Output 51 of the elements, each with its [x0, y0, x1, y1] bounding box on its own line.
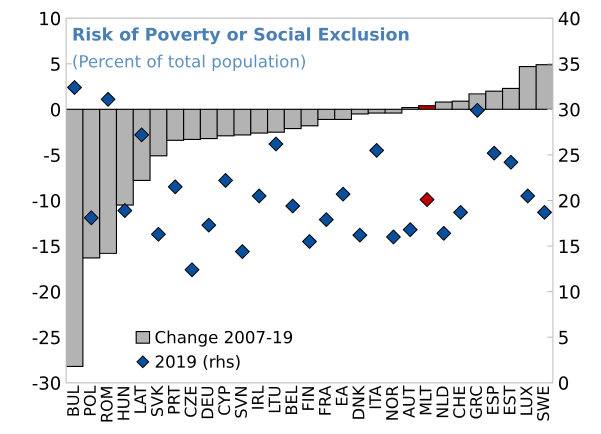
x-tick-label: BUL	[67, 386, 80, 416]
x-tick-label: ITA	[369, 386, 382, 408]
legend-label: Change 2007-19	[155, 330, 292, 347]
x-tick-label: CYP	[218, 386, 230, 415]
y2-tick-label: 20	[559, 194, 580, 208]
y2-tick-label: 35	[559, 57, 580, 71]
y2-tick-label: 40	[558, 12, 580, 26]
x-tick-label: HUN	[118, 387, 130, 420]
y-tick-label: -15	[32, 240, 60, 254]
y2-tick-label: 25	[559, 148, 580, 162]
y-tick-label: -10	[32, 194, 60, 208]
x-tick-label: ROM	[100, 387, 113, 422]
x-tick-label: NOR	[386, 386, 398, 420]
x-tick-label: IRL	[252, 386, 264, 409]
x-tick-label: SWE	[537, 386, 550, 421]
y-tick-label: -5	[44, 148, 60, 162]
y-tick-label: -30	[32, 376, 60, 390]
x-tick-label: AUT	[402, 386, 415, 418]
x-tick-label: PRT	[168, 386, 180, 414]
x-tick-label: DEU	[202, 386, 214, 418]
x-tick-label: SVK	[150, 385, 164, 416]
x-tick-label: ESP	[486, 386, 499, 414]
x-tick-label: GRC	[470, 386, 482, 418]
x-tick-label: MLT	[420, 386, 432, 414]
text: (Percent of total population)	[73, 54, 305, 71]
y2-tick-label: 15	[560, 240, 580, 254]
y-tick-label: 5	[51, 57, 60, 71]
y-tick-label: -25	[32, 330, 60, 344]
legend-label: 2019 (rhs)	[156, 354, 240, 370]
x-tick-label: SVN	[234, 387, 248, 418]
y2-tick-label: 30	[559, 102, 580, 116]
x-tick-label: CZE	[184, 386, 197, 417]
x-tick-label: FIN	[302, 387, 314, 410]
y-tick-label: 10	[40, 12, 60, 26]
x-tick-label: POL	[84, 386, 96, 416]
x-tick-label: EST	[504, 386, 516, 414]
x-tick-label: CHE	[453, 386, 466, 418]
x-tick-label: EA	[336, 386, 348, 406]
y2-tick-label: 0	[558, 376, 568, 390]
y-tick-label: 0	[50, 102, 60, 116]
x-tick-label: LUX	[520, 386, 532, 415]
x-tick-label: DNK	[352, 385, 364, 419]
x-tick-label: LTU	[268, 386, 281, 412]
x-tick-label: BEL	[285, 386, 298, 414]
y-tick-label: -20	[32, 285, 60, 299]
y2-tick-label: 10	[560, 285, 580, 299]
text: Risk of Poverty or Social Exclusion	[74, 27, 408, 44]
x-tick-label: LAT	[134, 386, 146, 413]
x-tick-label: NLD	[436, 386, 448, 418]
y2-tick-label: 5	[559, 330, 568, 344]
x-tick-label: FRA	[319, 386, 331, 415]
